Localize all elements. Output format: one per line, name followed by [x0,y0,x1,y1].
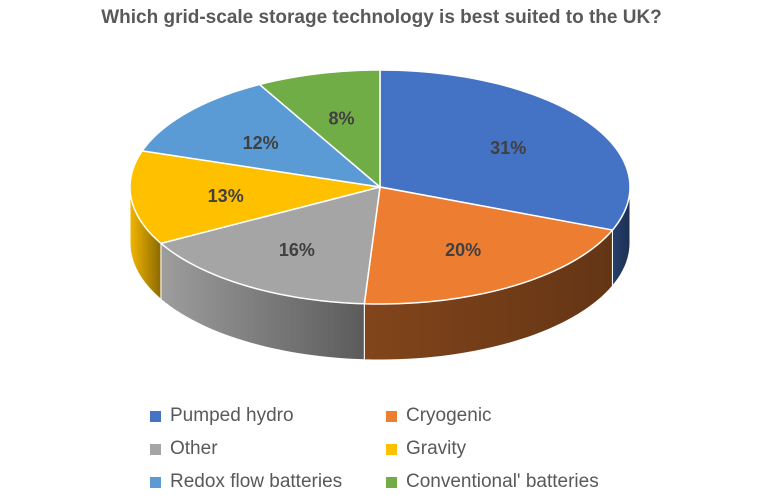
legend-swatch [386,443,397,455]
legend-item-other: Other [150,436,386,462]
legend-swatch [150,410,161,422]
legend-swatch [150,476,161,488]
legend-swatch [150,443,161,455]
pie-chart: 31% 20% 16% 13% 12% 8% [129,69,631,361]
legend-item-conventional-batteries: Conventional' batteries [386,469,646,495]
pie-slice-2 [159,185,381,305]
legend-label: Cryogenic [406,405,492,426]
data-label-0: 31% [490,138,526,158]
legend-label: Pumped hydro [170,405,294,426]
pie-slice-1 [363,186,614,305]
pie-slice-5 [257,69,381,189]
legend-label: Redox flow batteries [170,471,343,492]
legend-item-cryogenic: Cryogenic [386,403,646,429]
data-label-5: 8% [328,109,354,129]
chart-title: Which grid-scale storage technology is b… [101,7,662,28]
data-label-3: 13% [208,186,244,206]
legend-label: Other [170,438,218,459]
data-label-2: 16% [279,240,315,260]
legend-label: Conventional' batteries [406,471,599,492]
legend-item-pumped-hydro: Pumped hydro [150,403,386,429]
data-label-1: 20% [445,240,481,260]
data-label-4: 12% [243,133,279,153]
legend-label: Gravity [406,438,467,459]
pie-slice-3 [129,150,381,245]
legend-item-gravity: Gravity [386,436,646,462]
pie-data-labels: 31% 20% 16% 13% 12% 8% [208,109,527,261]
legend-item-redox-flow-batteries: Redox flow batteries [150,469,386,495]
pie-slice-0 [379,69,631,231]
pie-slice-4 [140,83,383,189]
legend-swatch [386,410,397,422]
legend: Pumped hydro Cryogenic Other Gravity Red… [150,403,670,495]
legend-swatch [386,476,397,488]
pie-top-slices [129,69,631,305]
